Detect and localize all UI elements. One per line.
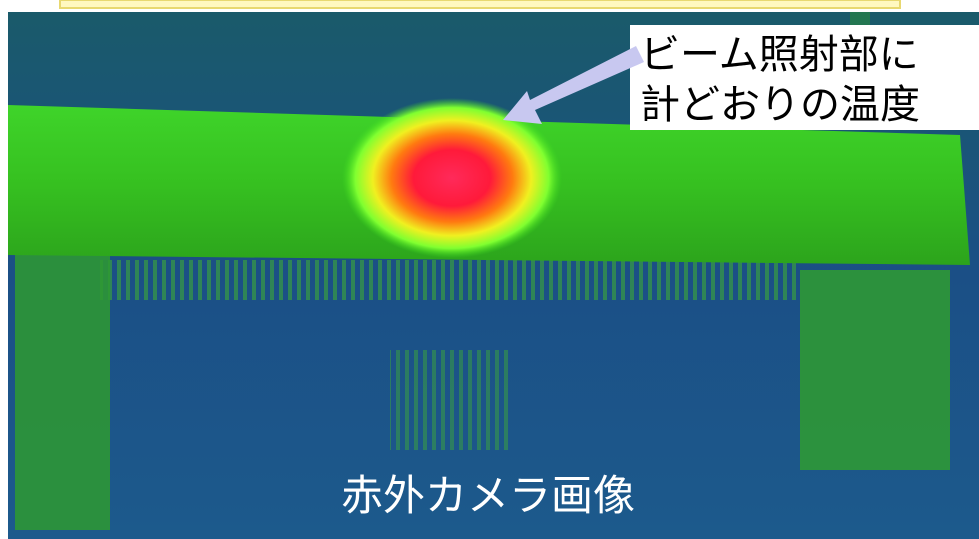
annotation-box <box>630 25 979 130</box>
top-strip <box>59 0 901 9</box>
right-leg <box>800 270 950 470</box>
left-leg <box>15 250 110 530</box>
fins-lower <box>390 350 510 450</box>
caption: 赤外カメラ画像 <box>341 471 635 520</box>
annotation-line: 計どおりの温度 <box>640 82 920 128</box>
hot-spot <box>342 98 562 258</box>
annotation-line: ビーム照射部に <box>640 32 919 78</box>
fins <box>100 260 800 300</box>
arrow <box>503 46 644 124</box>
